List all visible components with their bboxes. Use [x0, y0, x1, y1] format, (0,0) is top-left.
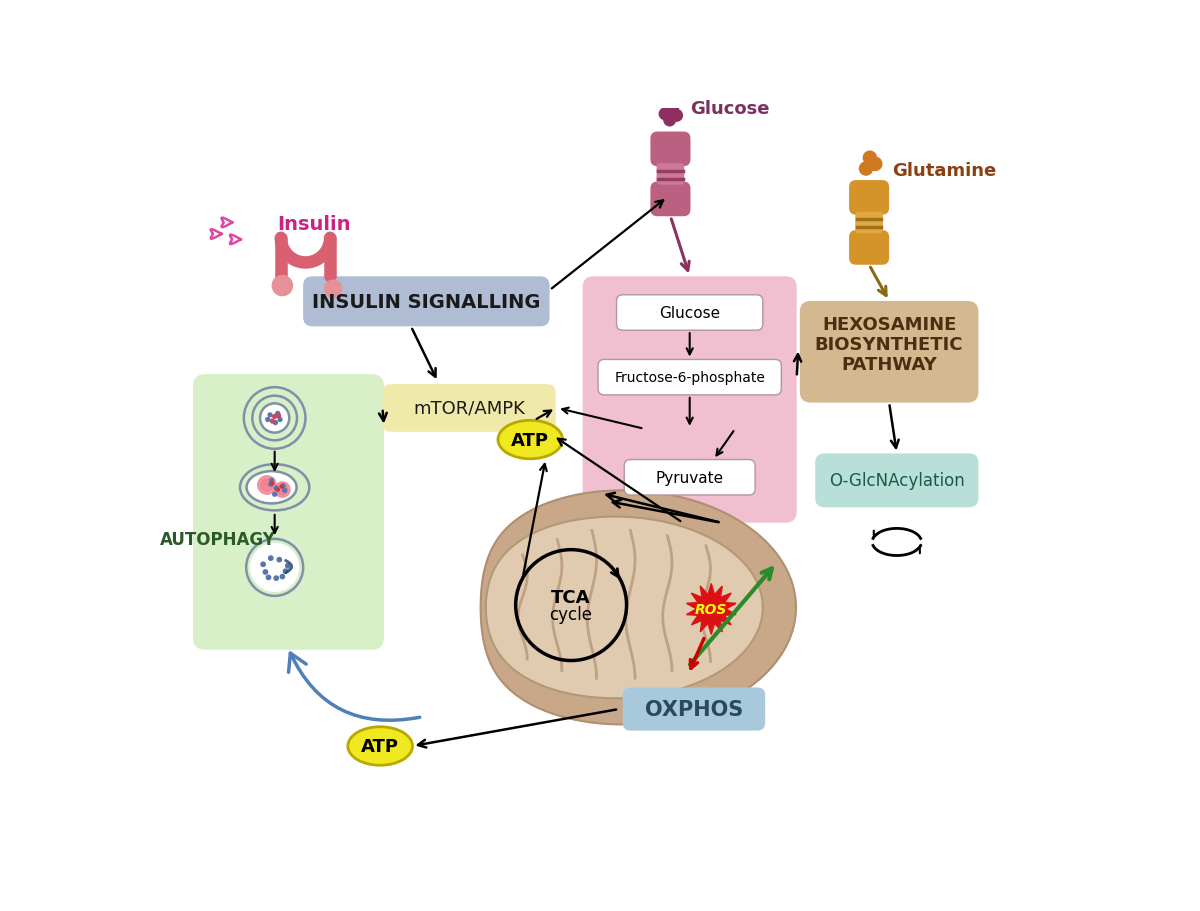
FancyBboxPatch shape	[850, 230, 889, 265]
Circle shape	[272, 493, 276, 496]
Circle shape	[269, 557, 272, 560]
FancyBboxPatch shape	[617, 295, 763, 331]
Circle shape	[281, 485, 286, 488]
Circle shape	[276, 415, 281, 418]
FancyBboxPatch shape	[583, 277, 797, 523]
FancyBboxPatch shape	[624, 460, 755, 496]
Circle shape	[270, 479, 274, 483]
Circle shape	[664, 115, 676, 127]
Text: BIOSYNTHETIC: BIOSYNTHETIC	[815, 335, 964, 353]
FancyBboxPatch shape	[623, 688, 766, 731]
Circle shape	[278, 418, 282, 422]
Ellipse shape	[348, 727, 413, 765]
Text: Pyruvate: Pyruvate	[655, 470, 724, 486]
Text: TCA: TCA	[551, 589, 590, 607]
Text: HEXOSAMINE: HEXOSAMINE	[822, 316, 956, 333]
Text: O-GlcNAcylation: O-GlcNAcylation	[829, 472, 965, 490]
Circle shape	[281, 575, 284, 579]
Text: OXPHOS: OXPHOS	[644, 700, 743, 720]
FancyBboxPatch shape	[650, 132, 690, 167]
Polygon shape	[486, 517, 763, 699]
Circle shape	[276, 488, 280, 492]
Text: Glucose: Glucose	[690, 100, 770, 118]
FancyBboxPatch shape	[598, 360, 781, 395]
Circle shape	[271, 482, 274, 486]
Circle shape	[276, 412, 280, 415]
Circle shape	[266, 418, 270, 422]
Circle shape	[283, 569, 288, 574]
Ellipse shape	[498, 421, 563, 459]
Circle shape	[280, 486, 283, 488]
FancyBboxPatch shape	[856, 212, 883, 234]
Text: ATP: ATP	[361, 737, 400, 755]
Text: ATP: ATP	[511, 431, 550, 449]
Circle shape	[260, 479, 274, 492]
Circle shape	[274, 421, 277, 425]
Text: AUTOPHAGY: AUTOPHAGY	[160, 530, 276, 548]
Circle shape	[263, 570, 268, 575]
FancyBboxPatch shape	[850, 181, 889, 216]
Circle shape	[266, 576, 271, 580]
Circle shape	[260, 404, 289, 433]
Circle shape	[274, 577, 278, 580]
Circle shape	[270, 420, 275, 424]
FancyBboxPatch shape	[193, 374, 384, 650]
Circle shape	[859, 163, 872, 176]
Circle shape	[250, 543, 299, 592]
Text: cycle: cycle	[550, 605, 593, 623]
FancyBboxPatch shape	[304, 277, 550, 327]
Ellipse shape	[248, 473, 295, 502]
FancyBboxPatch shape	[383, 384, 556, 433]
Text: ROS: ROS	[695, 602, 727, 616]
Circle shape	[286, 564, 290, 568]
FancyBboxPatch shape	[815, 454, 978, 507]
Circle shape	[671, 110, 683, 122]
Polygon shape	[686, 584, 736, 635]
FancyBboxPatch shape	[650, 182, 690, 217]
Text: Fructose-6-phosphate: Fructose-6-phosphate	[614, 371, 766, 384]
Circle shape	[277, 558, 282, 562]
Text: mTOR/AMPK: mTOR/AMPK	[413, 400, 526, 417]
Text: Insulin: Insulin	[277, 215, 352, 234]
Circle shape	[275, 486, 278, 490]
Text: Glutamine: Glutamine	[893, 162, 996, 179]
Circle shape	[667, 103, 678, 114]
Circle shape	[277, 485, 288, 496]
Text: PATHWAY: PATHWAY	[841, 355, 937, 374]
FancyArrowPatch shape	[288, 653, 420, 721]
Circle shape	[271, 275, 293, 297]
Circle shape	[269, 483, 272, 486]
FancyBboxPatch shape	[800, 302, 978, 404]
Text: Glucose: Glucose	[659, 306, 720, 321]
Circle shape	[260, 562, 265, 567]
Circle shape	[659, 109, 671, 120]
Circle shape	[275, 482, 290, 497]
FancyBboxPatch shape	[656, 164, 684, 186]
Circle shape	[268, 414, 272, 417]
Polygon shape	[481, 491, 796, 724]
Circle shape	[258, 476, 276, 495]
Text: INSULIN SIGNALLING: INSULIN SIGNALLING	[312, 292, 541, 312]
Circle shape	[272, 415, 276, 419]
Circle shape	[283, 489, 287, 493]
Circle shape	[324, 280, 342, 299]
Circle shape	[863, 152, 876, 165]
Circle shape	[869, 159, 882, 171]
